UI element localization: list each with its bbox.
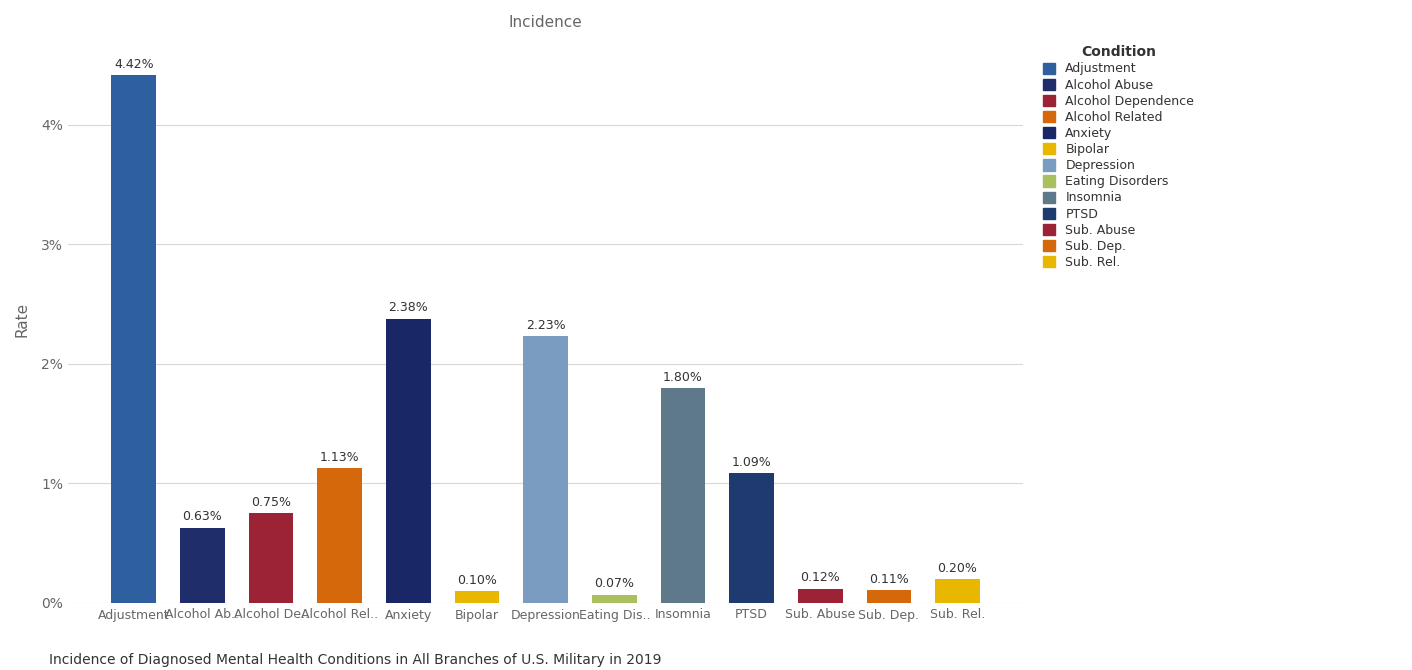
Text: 0.11%: 0.11%: [868, 573, 909, 586]
Bar: [249, 513, 294, 603]
Text: Incidence of Diagnosed Mental Health Conditions in All Branches of U.S. Military: Incidence of Diagnosed Mental Health Con…: [49, 653, 662, 667]
Bar: [592, 594, 637, 603]
Text: 1.09%: 1.09%: [731, 456, 771, 468]
Text: 0.75%: 0.75%: [251, 496, 291, 509]
Text: 2.38%: 2.38%: [388, 302, 428, 314]
Y-axis label: Rate: Rate: [16, 302, 30, 337]
Bar: [318, 468, 361, 603]
Text: 4.42%: 4.42%: [114, 58, 154, 70]
Bar: [181, 528, 225, 603]
Bar: [661, 388, 705, 603]
Text: 1.80%: 1.80%: [664, 371, 703, 384]
Bar: [112, 75, 155, 603]
Text: 2.23%: 2.23%: [525, 320, 565, 332]
Bar: [385, 318, 431, 603]
Bar: [455, 591, 500, 603]
Bar: [935, 579, 980, 603]
Text: 0.07%: 0.07%: [594, 578, 634, 590]
Legend: Adjustment, Alcohol Abuse, Alcohol Dependence, Alcohol Related, Anxiety, Bipolar: Adjustment, Alcohol Abuse, Alcohol Depen…: [1039, 42, 1197, 273]
Bar: [524, 336, 568, 603]
Bar: [867, 590, 911, 603]
Text: 1.13%: 1.13%: [321, 451, 360, 464]
Text: 0.10%: 0.10%: [457, 574, 497, 587]
Title: Incidence: Incidence: [508, 15, 583, 30]
Text: 0.12%: 0.12%: [801, 572, 840, 584]
Bar: [729, 473, 774, 603]
Bar: [798, 589, 843, 603]
Text: 0.20%: 0.20%: [938, 562, 977, 575]
Text: 0.63%: 0.63%: [182, 511, 222, 523]
